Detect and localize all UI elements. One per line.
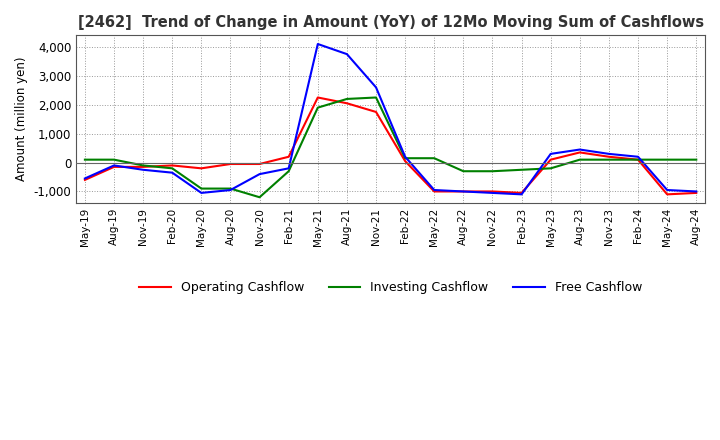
- Investing Cashflow: [139, 163, 148, 168]
- Line: Operating Cashflow: Operating Cashflow: [85, 98, 696, 194]
- Operating Cashflow: [109, 164, 118, 169]
- Investing Cashflow: [197, 186, 206, 191]
- Operating Cashflow: [401, 158, 410, 164]
- Operating Cashflow: [372, 109, 380, 114]
- Operating Cashflow: [226, 161, 235, 167]
- Investing Cashflow: [575, 157, 584, 162]
- Free Cashflow: [459, 189, 468, 194]
- Operating Cashflow: [634, 157, 642, 162]
- Operating Cashflow: [139, 164, 148, 169]
- Operating Cashflow: [575, 150, 584, 155]
- Operating Cashflow: [605, 154, 613, 159]
- Free Cashflow: [605, 151, 613, 157]
- Investing Cashflow: [546, 166, 555, 171]
- Legend: Operating Cashflow, Investing Cashflow, Free Cashflow: Operating Cashflow, Investing Cashflow, …: [134, 276, 647, 299]
- Free Cashflow: [197, 190, 206, 195]
- Free Cashflow: [372, 85, 380, 90]
- Line: Free Cashflow: Free Cashflow: [85, 44, 696, 194]
- Free Cashflow: [546, 151, 555, 157]
- Investing Cashflow: [256, 194, 264, 200]
- Operating Cashflow: [459, 189, 468, 194]
- Free Cashflow: [692, 189, 701, 194]
- Free Cashflow: [284, 166, 293, 171]
- Free Cashflow: [313, 41, 322, 47]
- Free Cashflow: [81, 176, 89, 181]
- Line: Investing Cashflow: Investing Cashflow: [85, 98, 696, 197]
- Operating Cashflow: [168, 163, 176, 168]
- Y-axis label: Amount (million yen): Amount (million yen): [15, 57, 28, 181]
- Investing Cashflow: [517, 167, 526, 172]
- Title: [2462]  Trend of Change in Amount (YoY) of 12Mo Moving Sum of Cashflows: [2462] Trend of Change in Amount (YoY) o…: [78, 15, 703, 30]
- Free Cashflow: [663, 187, 672, 193]
- Free Cashflow: [575, 147, 584, 152]
- Free Cashflow: [139, 167, 148, 172]
- Free Cashflow: [226, 187, 235, 193]
- Operating Cashflow: [517, 190, 526, 195]
- Operating Cashflow: [284, 154, 293, 159]
- Free Cashflow: [517, 192, 526, 197]
- Free Cashflow: [488, 190, 497, 195]
- Free Cashflow: [343, 51, 351, 57]
- Investing Cashflow: [663, 157, 672, 162]
- Free Cashflow: [430, 187, 438, 193]
- Operating Cashflow: [488, 189, 497, 194]
- Investing Cashflow: [372, 95, 380, 100]
- Investing Cashflow: [692, 157, 701, 162]
- Operating Cashflow: [256, 161, 264, 167]
- Free Cashflow: [634, 154, 642, 159]
- Free Cashflow: [401, 154, 410, 159]
- Investing Cashflow: [488, 169, 497, 174]
- Investing Cashflow: [459, 169, 468, 174]
- Investing Cashflow: [284, 169, 293, 174]
- Investing Cashflow: [313, 105, 322, 110]
- Investing Cashflow: [81, 157, 89, 162]
- Operating Cashflow: [343, 101, 351, 106]
- Investing Cashflow: [343, 96, 351, 102]
- Free Cashflow: [256, 172, 264, 177]
- Investing Cashflow: [605, 157, 613, 162]
- Operating Cashflow: [546, 157, 555, 162]
- Investing Cashflow: [401, 156, 410, 161]
- Operating Cashflow: [430, 189, 438, 194]
- Investing Cashflow: [226, 186, 235, 191]
- Operating Cashflow: [313, 95, 322, 100]
- Operating Cashflow: [692, 190, 701, 195]
- Investing Cashflow: [168, 166, 176, 171]
- Operating Cashflow: [663, 192, 672, 197]
- Operating Cashflow: [81, 177, 89, 183]
- Investing Cashflow: [109, 157, 118, 162]
- Investing Cashflow: [634, 157, 642, 162]
- Investing Cashflow: [430, 156, 438, 161]
- Free Cashflow: [109, 163, 118, 168]
- Operating Cashflow: [197, 166, 206, 171]
- Free Cashflow: [168, 170, 176, 175]
